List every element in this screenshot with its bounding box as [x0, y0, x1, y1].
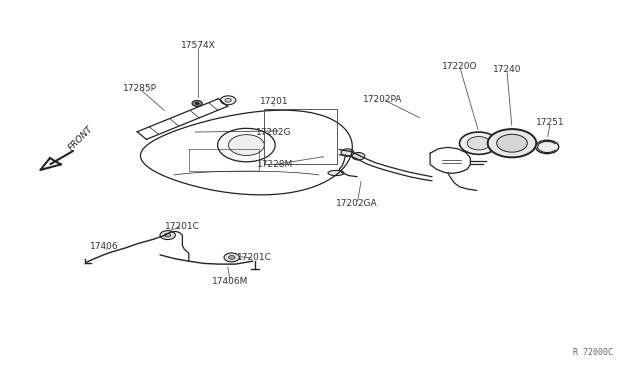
Circle shape — [341, 149, 354, 156]
Circle shape — [225, 99, 231, 102]
Text: R 72000C: R 72000C — [573, 348, 613, 357]
Text: 17220O: 17220O — [442, 62, 477, 71]
Text: 17406: 17406 — [90, 242, 118, 251]
Circle shape — [220, 96, 236, 105]
Circle shape — [536, 140, 559, 154]
Circle shape — [352, 153, 365, 160]
Circle shape — [218, 128, 275, 162]
Circle shape — [228, 256, 235, 259]
Text: 17228M: 17228M — [257, 160, 293, 169]
Ellipse shape — [328, 170, 344, 176]
Circle shape — [192, 100, 202, 106]
Circle shape — [467, 137, 490, 150]
Text: 17201C: 17201C — [165, 222, 200, 231]
Text: 17406M: 17406M — [212, 278, 248, 286]
Text: FRONT: FRONT — [67, 124, 95, 153]
Circle shape — [160, 231, 175, 240]
Text: 17202GA: 17202GA — [336, 199, 378, 208]
Text: 17201C: 17201C — [237, 253, 271, 262]
Text: 17202G: 17202G — [256, 128, 292, 137]
Text: 17201: 17201 — [260, 97, 288, 106]
Circle shape — [228, 135, 264, 155]
Text: 17285P: 17285P — [122, 84, 157, 93]
Text: 17202PA: 17202PA — [363, 95, 403, 104]
Circle shape — [195, 102, 199, 105]
Text: 17251: 17251 — [536, 118, 564, 126]
Circle shape — [224, 253, 239, 262]
Circle shape — [164, 233, 171, 237]
Circle shape — [460, 132, 498, 154]
Text: 17574X: 17574X — [181, 41, 216, 50]
Circle shape — [497, 134, 527, 152]
Text: 17240: 17240 — [493, 65, 521, 74]
Circle shape — [488, 129, 536, 157]
